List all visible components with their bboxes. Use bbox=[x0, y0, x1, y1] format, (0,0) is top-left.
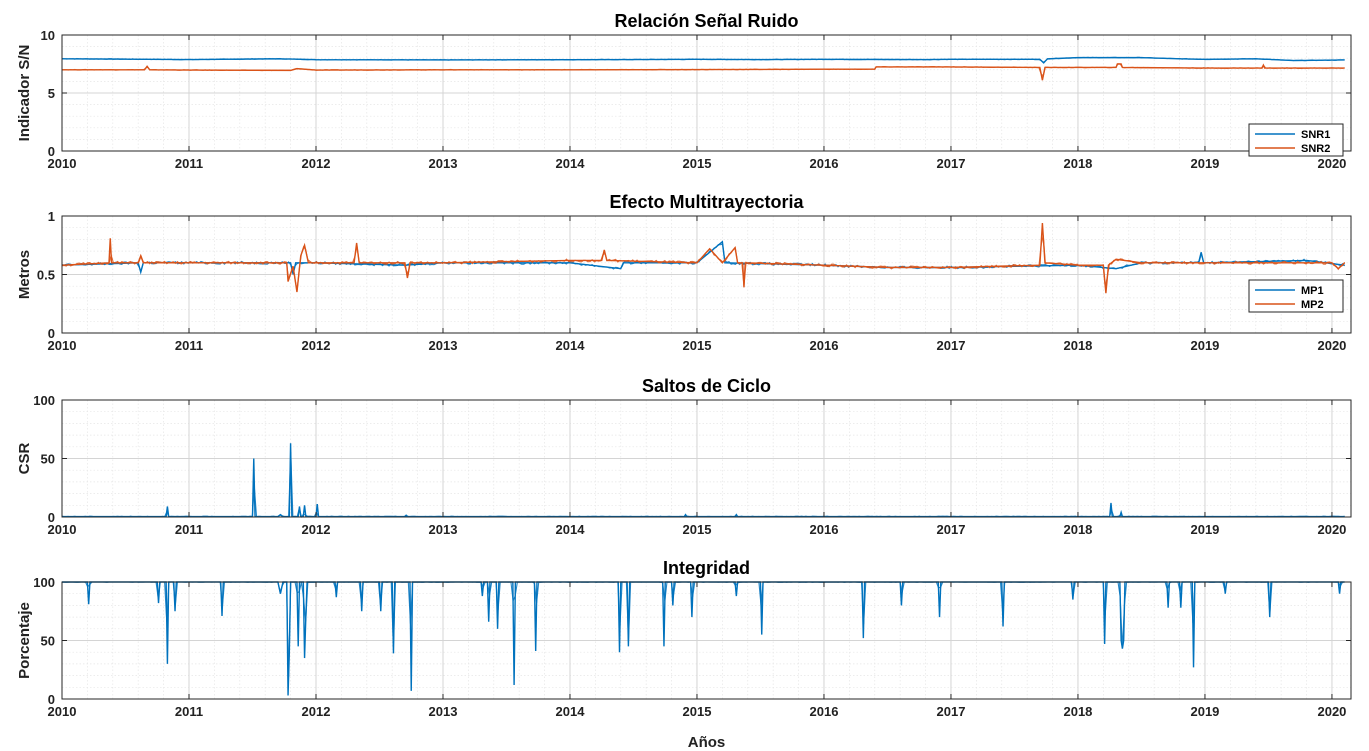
x-tick-label: 2018 bbox=[1063, 522, 1092, 537]
major-grid bbox=[61, 34, 1351, 152]
series-line bbox=[62, 581, 1345, 696]
x-tick-label: 2016 bbox=[810, 156, 839, 171]
x-tick-label: 2016 bbox=[810, 704, 839, 719]
minor-grid bbox=[62, 582, 1351, 699]
x-tick-label: 2019 bbox=[1190, 704, 1219, 719]
series-texture bbox=[61, 581, 1345, 678]
series-snr2 bbox=[61, 63, 1345, 81]
x-tick-label: 2012 bbox=[302, 522, 331, 537]
x-tick-label: 2020 bbox=[1317, 338, 1346, 353]
series-undefined bbox=[61, 581, 1345, 696]
x-tick-label: 2020 bbox=[1317, 704, 1346, 719]
x-tick-label: 2013 bbox=[429, 704, 458, 719]
legend: SNR1 SNR2 bbox=[1248, 123, 1344, 157]
x-tick-label: 2013 bbox=[429, 156, 458, 171]
panel-title: Integridad bbox=[663, 558, 750, 578]
x-tick-label: 2014 bbox=[556, 338, 586, 353]
legend-box bbox=[1248, 123, 1344, 157]
x-tick-label: 2019 bbox=[1190, 156, 1219, 171]
series-texture bbox=[61, 235, 1346, 291]
x-tick-label: 2020 bbox=[1317, 156, 1346, 171]
x-tick-label: 2014 bbox=[556, 156, 586, 171]
y-tick-label: 0 bbox=[48, 510, 55, 525]
series-line bbox=[62, 63, 1345, 81]
x-tick-label: 2014 bbox=[556, 704, 586, 719]
x-tick-label: 2015 bbox=[683, 156, 712, 171]
x-tick-label: 2010 bbox=[48, 522, 77, 537]
legend-entry: SNR1 bbox=[1301, 129, 1330, 141]
x-tick-label: 2013 bbox=[429, 522, 458, 537]
x-tick-label: 2011 bbox=[175, 522, 203, 537]
panel-saltos-de-ciclo: 2010 2011 2012 2013 2014 2015 2016 2017 2018 2019… bbox=[16, 376, 1352, 537]
legend-box bbox=[1248, 279, 1344, 313]
y-tick-label: 0.5 bbox=[37, 268, 55, 283]
x-tick-label: 2017 bbox=[937, 704, 966, 719]
panel-title: Saltos de Ciclo bbox=[642, 376, 771, 396]
y-tick-label: 0 bbox=[48, 326, 55, 341]
x-tick-label: 2012 bbox=[302, 338, 331, 353]
panel-efecto-multitrayectoria: 2010 2011 2012 2013 2014 2015 2016 2017 2018 2019… bbox=[16, 192, 1352, 353]
panel-integridad: 2010 2011 2012 2013 2014 2015 2016 2017 2018 2019… bbox=[16, 558, 1352, 751]
x-tick-label: 2019 bbox=[1190, 338, 1219, 353]
y-tick-label: 1 bbox=[48, 209, 55, 224]
x-tick-label: 2010 bbox=[48, 338, 77, 353]
legend-entry: SNR2 bbox=[1301, 143, 1330, 155]
major-grid bbox=[61, 215, 1351, 334]
series-texture bbox=[61, 63, 1345, 77]
x-tick-label: 2017 bbox=[937, 156, 966, 171]
y-axis-label: Indicador S/N bbox=[16, 45, 33, 142]
x-tick-label: 2015 bbox=[683, 704, 712, 719]
x-tick-label: 2010 bbox=[48, 704, 77, 719]
legend-entry: MP1 bbox=[1301, 285, 1324, 297]
y-tick-label: 5 bbox=[48, 86, 55, 101]
y-axis-label: Porcentaje bbox=[16, 602, 33, 679]
x-tick-label: 2011 bbox=[175, 156, 203, 171]
x-tick-label: 2015 bbox=[683, 522, 712, 537]
series-line bbox=[61, 240, 1345, 275]
x-axis-label: Años bbox=[688, 734, 726, 751]
x-tick-label: 2014 bbox=[556, 522, 586, 537]
series-mp2 bbox=[61, 222, 1346, 294]
y-tick-label: 0 bbox=[48, 692, 55, 707]
legend-entry: MP2 bbox=[1301, 299, 1324, 311]
panel-relacion-senal-ruido: 2010 2011 2012 2013 2014 2015 2016 2017 2018 2019… bbox=[16, 11, 1352, 171]
series-snr1 bbox=[61, 56, 1345, 64]
x-tick-label: 2011 bbox=[175, 338, 203, 353]
major-grid bbox=[61, 581, 1351, 700]
y-tick-label: 10 bbox=[41, 28, 55, 43]
x-tick-label: 2012 bbox=[302, 156, 331, 171]
x-tick-label: 2017 bbox=[937, 338, 966, 353]
x-tick-label: 2012 bbox=[302, 704, 331, 719]
x-tick-label: 2015 bbox=[683, 338, 712, 353]
x-tick-label: 2018 bbox=[1063, 704, 1092, 719]
x-tick-label: 2010 bbox=[48, 156, 77, 171]
y-tick-label: 50 bbox=[41, 452, 55, 467]
x-tick-label: 2016 bbox=[810, 338, 839, 353]
y-axis-label: CSR bbox=[16, 442, 33, 474]
y-tick-label: 100 bbox=[33, 393, 55, 408]
series-texture bbox=[61, 56, 1345, 63]
series-undefined bbox=[61, 443, 1345, 519]
y-tick-label: 100 bbox=[33, 575, 55, 590]
x-tick-label: 2013 bbox=[429, 338, 458, 353]
x-tick-label: 2016 bbox=[810, 522, 839, 537]
y-tick-label: 0 bbox=[48, 144, 55, 159]
panel-title: Relación Señal Ruido bbox=[614, 11, 798, 31]
x-tick-label: 2017 bbox=[937, 522, 966, 537]
x-tick-label: 2018 bbox=[1063, 156, 1092, 171]
series-mp1 bbox=[61, 240, 1346, 275]
y-tick-label: 50 bbox=[41, 634, 55, 649]
minor-grid bbox=[62, 400, 1351, 517]
x-tick-label: 2018 bbox=[1063, 338, 1092, 353]
y-axis-label: Metros bbox=[16, 250, 33, 299]
minor-grid bbox=[62, 216, 1351, 333]
x-tick-label: 2020 bbox=[1317, 522, 1346, 537]
x-tick-label: 2019 bbox=[1190, 522, 1219, 537]
x-tick-label: 2011 bbox=[175, 704, 203, 719]
panel-title: Efecto Multitrayectoria bbox=[609, 192, 804, 212]
